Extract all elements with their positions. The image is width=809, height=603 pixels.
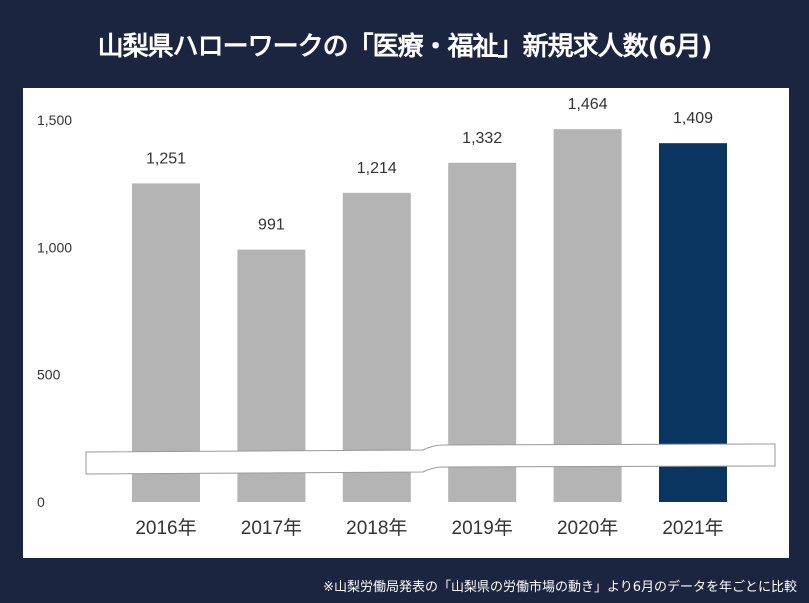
chart-title: 山梨県ハローワークの「医療・福祉」新規求人数(6月) (97, 32, 713, 62)
x-tick-label: 2021年 (662, 517, 723, 539)
axis-break-band (85, 443, 776, 475)
chart-panel: 0 500 1,000 1,500 1,251 2016年 991 2017年 1,214 201… (23, 88, 789, 558)
data-label: 1,251 (146, 150, 186, 167)
footnote: ※山梨労働局発表の「山梨県の労働市場の動き」より6月のデータを年ごとに比較 (323, 580, 797, 595)
bar-2021年 (659, 143, 727, 502)
data-label: 1,464 (568, 96, 608, 113)
data-label: 1,409 (673, 110, 713, 127)
x-tick-label: 2018年 (346, 517, 407, 539)
x-tick-label: 2019年 (452, 517, 513, 539)
x-tick-label: 2020年 (557, 517, 618, 539)
y-tick-label: 500 (37, 367, 61, 383)
data-label: 991 (258, 217, 285, 234)
data-label: 1,214 (357, 160, 397, 177)
y-tick-label: 1,500 (37, 112, 72, 128)
data-label: 1,332 (462, 130, 502, 147)
y-tick-label: 0 (37, 494, 45, 510)
x-tick-label: 2016年 (135, 517, 196, 539)
x-tick-label: 2017年 (241, 517, 302, 539)
bar-2016年 (132, 183, 200, 503)
y-tick-label: 1,000 (37, 239, 72, 255)
bar-chart: 0 500 1,000 1,500 1,251 2016年 991 2017年 1,214 201… (37, 96, 776, 539)
bar-2020年 (553, 129, 622, 502)
